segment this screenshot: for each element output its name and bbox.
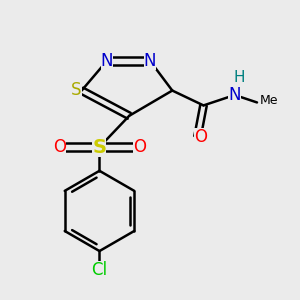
Text: S: S (92, 137, 106, 157)
Text: Me: Me (260, 94, 278, 107)
Text: H: H (233, 70, 245, 85)
Text: N: N (144, 52, 156, 70)
Text: O: O (53, 138, 66, 156)
Text: O: O (194, 128, 207, 146)
Text: Cl: Cl (92, 261, 107, 279)
Text: O: O (133, 138, 146, 156)
Text: N: N (229, 86, 241, 104)
Text: S: S (71, 81, 82, 99)
Text: N: N (101, 52, 113, 70)
